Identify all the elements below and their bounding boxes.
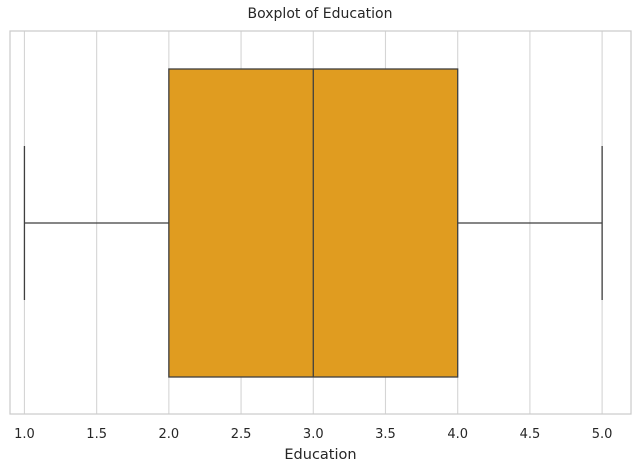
- box-plot-series: [23, 68, 603, 378]
- x-tick-label: 3.5: [375, 427, 396, 442]
- x-tick-label: 1.5: [86, 427, 107, 442]
- x-tick-label: 4.5: [520, 427, 541, 442]
- x-tick-label: 2.5: [231, 427, 252, 442]
- x-tick-labels: 1.0 1.5 2.0 2.5 3.0 3.5 4.0 4.5 5.0: [14, 427, 612, 442]
- x-axis-label: Education: [284, 447, 356, 463]
- x-tick-label: 2.0: [159, 427, 180, 442]
- chart-title: Boxplot of Education: [247, 6, 393, 22]
- x-tick-label: 5.0: [592, 427, 613, 442]
- x-tick-label: 4.0: [447, 427, 468, 442]
- plot-frame: [9, 30, 632, 415]
- x-tick-label: 3.0: [303, 427, 324, 442]
- x-tick-label: 1.0: [14, 427, 35, 442]
